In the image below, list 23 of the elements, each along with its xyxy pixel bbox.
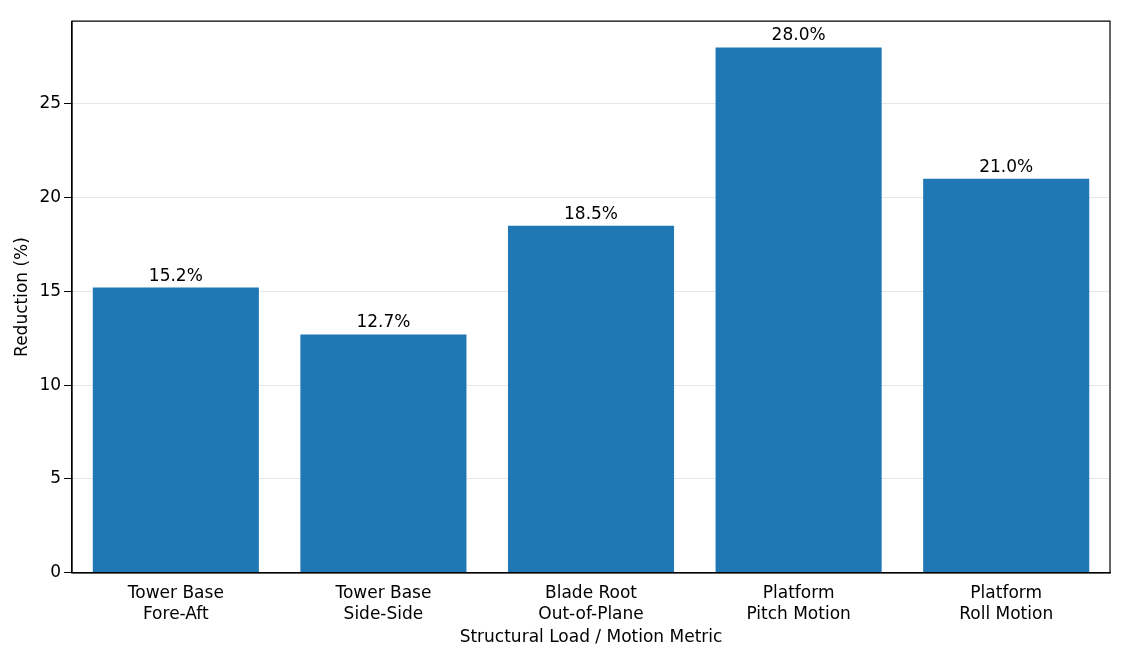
data-label: 15.2%: [148, 264, 203, 285]
x-axis-title: Structural Load / Motion Metric: [459, 626, 723, 647]
y-tick-label: 25: [39, 92, 62, 113]
bar: [507, 225, 675, 573]
x-tick-label: Platform Roll Motion: [959, 582, 1054, 623]
y-axis-title: Reduction (%): [10, 237, 31, 357]
bar: [715, 47, 882, 573]
bar: [300, 334, 467, 573]
data-label: 12.7%: [356, 311, 411, 332]
bar: [923, 178, 1090, 573]
bar: [92, 287, 259, 573]
x-tick-label: Tower Base Side-Side: [334, 582, 432, 623]
data-label: 21.0%: [979, 155, 1034, 176]
y-tick-label: 20: [39, 185, 62, 206]
y-tick-label: 15: [39, 279, 62, 300]
x-tick-label: Platform Pitch Motion: [746, 582, 851, 623]
data-label: 28.0%: [771, 24, 826, 45]
data-label: 18.5%: [564, 202, 619, 223]
y-tick-label: 0: [50, 561, 62, 582]
y-tick-label: 5: [50, 467, 62, 488]
y-tick-label: 10: [39, 373, 62, 394]
x-tick-label: Tower Base Fore-Aft: [126, 582, 224, 623]
x-tick-label: Blade Root Out-of-Plane: [538, 582, 644, 623]
